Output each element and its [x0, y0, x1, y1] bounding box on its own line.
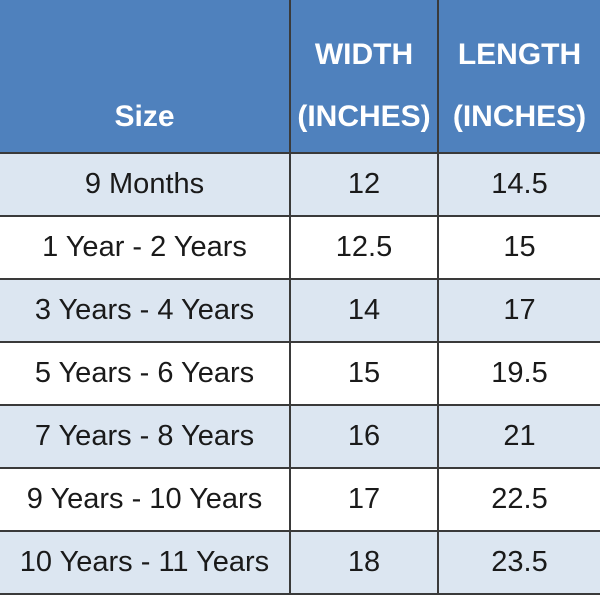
table-cell: 22.5 — [437, 467, 600, 532]
table-cell: 12.5 — [289, 215, 439, 280]
table-cell: 10 Years - 11 Years — [0, 530, 291, 595]
table-cell: 19.5 — [437, 341, 600, 406]
table-cell: 17 — [437, 278, 600, 343]
table-row: 10 Years - 11 Years 18 23.5 — [0, 530, 600, 595]
table-cell: 17 — [289, 467, 439, 532]
table-row: 3 Years - 4 Years 14 17 — [0, 278, 600, 343]
table-cell: 23.5 — [437, 530, 600, 595]
table-cell: 3 Years - 4 Years — [0, 278, 291, 343]
table-cell: 7 Years - 8 Years — [0, 404, 291, 469]
table-row: 9 Years - 10 Years 17 22.5 — [0, 467, 600, 532]
table-cell: 5 Years - 6 Years — [0, 341, 291, 406]
header-row: Size WIDTH (INCHES) LENGTH (INCHES) — [0, 0, 600, 154]
table-cell: 9 Months — [0, 152, 291, 217]
header-cell: Size — [0, 0, 291, 154]
table-row: 9 Months 12 14.5 — [0, 152, 600, 217]
table-cell: 1 Year - 2 Years — [0, 215, 291, 280]
table-body: 9 Months 12 14.5 1 Year - 2 Years 12.5 15 3 Ye… — [0, 152, 600, 595]
table-cell: 14 — [289, 278, 439, 343]
header-cell: WIDTH (INCHES) — [289, 0, 439, 154]
table-cell: 21 — [437, 404, 600, 469]
table-cell: 15 — [289, 341, 439, 406]
table-cell: 16 — [289, 404, 439, 469]
table-row: 7 Years - 8 Years 16 21 — [0, 404, 600, 469]
table-cell: 14.5 — [437, 152, 600, 217]
table-row: 1 Year - 2 Years 12.5 15 — [0, 215, 600, 280]
table-cell: 15 — [437, 215, 600, 280]
table-row: 5 Years - 6 Years 15 19.5 — [0, 341, 600, 406]
table-cell: 9 Years - 10 Years — [0, 467, 291, 532]
header-cell: LENGTH (INCHES) — [437, 0, 600, 154]
table-cell: 18 — [289, 530, 439, 595]
table-cell: 12 — [289, 152, 439, 217]
